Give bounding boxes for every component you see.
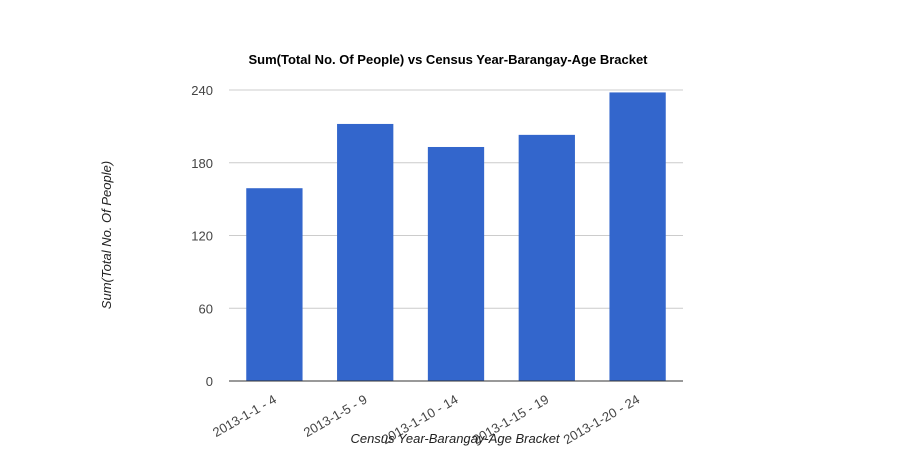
- bar: [518, 134, 575, 381]
- y-axis-ticks: 0 60 120 180 240: [191, 83, 213, 389]
- bar: [337, 123, 394, 381]
- x-tick-label: 2013-1-1 - 4: [210, 392, 279, 440]
- y-tick-label: 120: [191, 229, 213, 244]
- y-axis-label: Sum(Total No. Of People): [99, 161, 114, 309]
- y-tick-label: 60: [199, 301, 213, 316]
- x-tick-label: 2013-1-20 - 24: [561, 392, 642, 448]
- bars: [246, 92, 666, 382]
- bar: [427, 146, 485, 381]
- bar: [609, 92, 666, 382]
- bar: [246, 188, 303, 381]
- y-tick-label: 0: [206, 374, 213, 389]
- chart-title: Sum(Total No. Of People) vs Census Year-…: [248, 52, 648, 67]
- y-tick-label: 180: [191, 156, 213, 171]
- x-axis-label: Census Year-Barangay-Age Bracket: [350, 431, 560, 446]
- y-tick-label: 240: [191, 83, 213, 98]
